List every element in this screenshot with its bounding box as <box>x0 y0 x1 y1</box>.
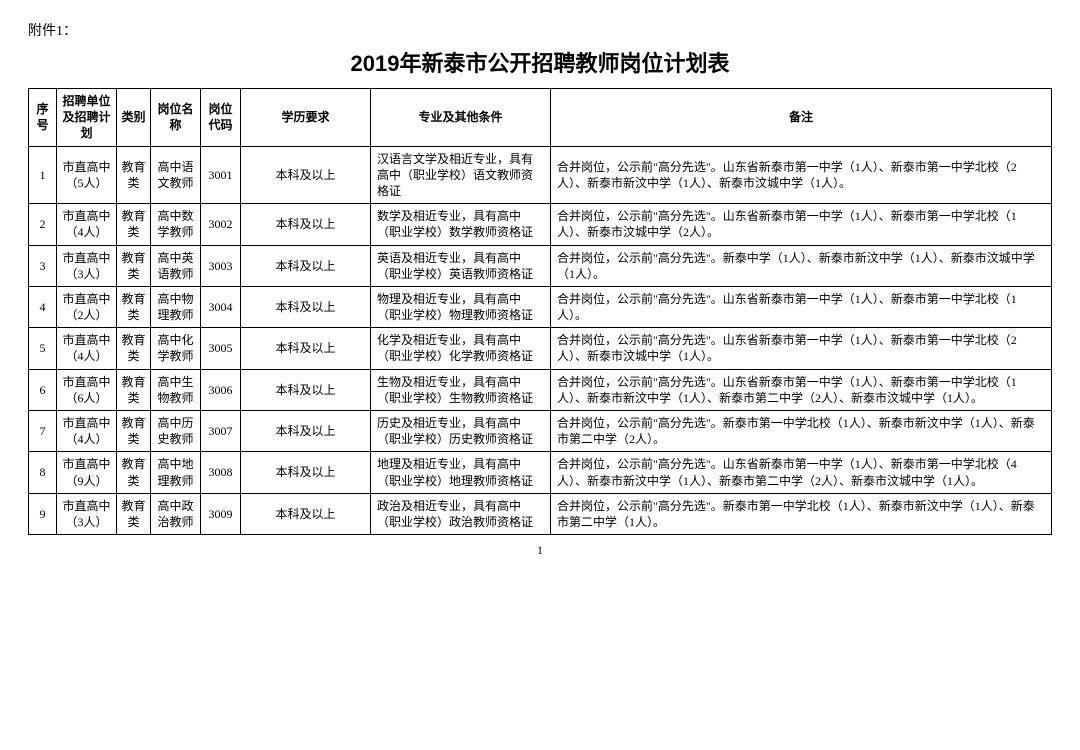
cell-code: 3002 <box>201 204 241 245</box>
cell-code: 3006 <box>201 369 241 410</box>
cell-remark: 合并岗位，公示前"高分先选"。山东省新泰市第一中学（1人）、新泰市第一中学北校（… <box>551 328 1052 369</box>
cell-edu: 本科及以上 <box>241 452 371 493</box>
cell-remark: 合并岗位，公示前"高分先选"。山东省新泰市第一中学（1人）、新泰市第一中学北校（… <box>551 286 1052 327</box>
cell-code: 3005 <box>201 328 241 369</box>
cell-code: 3009 <box>201 493 241 534</box>
cell-edu: 本科及以上 <box>241 369 371 410</box>
page-number: 1 <box>28 543 1052 558</box>
cell-remark: 合并岗位，公示前"高分先选"。山东省新泰市第一中学（1人）、新泰市第一中学北校（… <box>551 452 1052 493</box>
cell-code: 3007 <box>201 411 241 452</box>
col-code: 岗位代码 <box>201 89 241 147</box>
cell-code: 3003 <box>201 245 241 286</box>
table-row: 6市直高中（6人）教育类高中生物教师3006本科及以上生物及相近专业，具有高中（… <box>29 369 1052 410</box>
cell-req: 地理及相近专业，具有高中（职业学校）地理教师资格证 <box>371 452 551 493</box>
cell-no: 3 <box>29 245 57 286</box>
cell-remark: 合并岗位，公示前"高分先选"。新泰市第一中学北校（1人）、新泰市新汶中学（1人）… <box>551 411 1052 452</box>
col-req: 专业及其他条件 <box>371 89 551 147</box>
table-row: 2市直高中（4人）教育类高中数学教师3002本科及以上数学及相近专业，具有高中（… <box>29 204 1052 245</box>
cell-req: 化学及相近专业，具有高中（职业学校）化学教师资格证 <box>371 328 551 369</box>
cell-post: 高中政治教师 <box>151 493 201 534</box>
recruitment-table: 序号 招聘单位及招聘计划 类别 岗位名称 岗位代码 学历要求 专业及其他条件 备… <box>28 88 1052 535</box>
cell-cat: 教育类 <box>117 452 151 493</box>
cell-edu: 本科及以上 <box>241 328 371 369</box>
table-row: 4市直高中（2人）教育类高中物理教师3004本科及以上物理及相近专业，具有高中（… <box>29 286 1052 327</box>
col-category: 类别 <box>117 89 151 147</box>
cell-req: 物理及相近专业，具有高中（职业学校）物理教师资格证 <box>371 286 551 327</box>
cell-cat: 教育类 <box>117 245 151 286</box>
cell-edu: 本科及以上 <box>241 411 371 452</box>
cell-remark: 合并岗位，公示前"高分先选"。新泰市第一中学北校（1人）、新泰市新汶中学（1人）… <box>551 493 1052 534</box>
col-remark: 备注 <box>551 89 1052 147</box>
cell-no: 1 <box>29 146 57 204</box>
cell-post: 高中英语教师 <box>151 245 201 286</box>
table-row: 7市直高中（4人）教育类高中历史教师3007本科及以上历史及相近专业，具有高中（… <box>29 411 1052 452</box>
cell-post: 高中语文教师 <box>151 146 201 204</box>
cell-edu: 本科及以上 <box>241 204 371 245</box>
cell-unit: 市直高中（9人） <box>57 452 117 493</box>
cell-edu: 本科及以上 <box>241 245 371 286</box>
cell-post: 高中生物教师 <box>151 369 201 410</box>
cell-code: 3008 <box>201 452 241 493</box>
cell-no: 2 <box>29 204 57 245</box>
cell-unit: 市直高中（4人） <box>57 411 117 452</box>
cell-no: 5 <box>29 328 57 369</box>
cell-remark: 合并岗位，公示前"高分先选"。山东省新泰市第一中学（1人）、新泰市第一中学北校（… <box>551 146 1052 204</box>
cell-req: 数学及相近专业，具有高中（职业学校）数学教师资格证 <box>371 204 551 245</box>
table-row: 8市直高中（9人）教育类高中地理教师3008本科及以上地理及相近专业，具有高中（… <box>29 452 1052 493</box>
cell-unit: 市直高中（4人） <box>57 328 117 369</box>
cell-unit: 市直高中（4人） <box>57 204 117 245</box>
cell-no: 7 <box>29 411 57 452</box>
cell-cat: 教育类 <box>117 369 151 410</box>
cell-code: 3004 <box>201 286 241 327</box>
cell-req: 英语及相近专业，具有高中（职业学校）英语教师资格证 <box>371 245 551 286</box>
cell-post: 高中历史教师 <box>151 411 201 452</box>
table-row: 5市直高中（4人）教育类高中化学教师3005本科及以上化学及相近专业，具有高中（… <box>29 328 1052 369</box>
table-row: 9市直高中（3人）教育类高中政治教师3009本科及以上政治及相近专业，具有高中（… <box>29 493 1052 534</box>
col-no: 序号 <box>29 89 57 147</box>
cell-req: 生物及相近专业，具有高中（职业学校）生物教师资格证 <box>371 369 551 410</box>
cell-post: 高中物理教师 <box>151 286 201 327</box>
cell-req: 政治及相近专业，具有高中（职业学校）政治教师资格证 <box>371 493 551 534</box>
cell-cat: 教育类 <box>117 146 151 204</box>
cell-no: 8 <box>29 452 57 493</box>
cell-code: 3001 <box>201 146 241 204</box>
cell-req: 历史及相近专业，具有高中（职业学校）历史教师资格证 <box>371 411 551 452</box>
cell-remark: 合并岗位，公示前"高分先选"。山东省新泰市第一中学（1人）、新泰市第一中学北校（… <box>551 204 1052 245</box>
cell-unit: 市直高中（6人） <box>57 369 117 410</box>
col-unit: 招聘单位及招聘计划 <box>57 89 117 147</box>
table-row: 3市直高中（3人）教育类高中英语教师3003本科及以上英语及相近专业，具有高中（… <box>29 245 1052 286</box>
cell-cat: 教育类 <box>117 328 151 369</box>
table-row: 1市直高中（5人）教育类高中语文教师3001本科及以上汉语言文学及相近专业，具有… <box>29 146 1052 204</box>
cell-edu: 本科及以上 <box>241 493 371 534</box>
cell-unit: 市直高中（5人） <box>57 146 117 204</box>
cell-edu: 本科及以上 <box>241 146 371 204</box>
attachment-label: 附件1： <box>28 20 1052 40</box>
cell-no: 4 <box>29 286 57 327</box>
cell-cat: 教育类 <box>117 411 151 452</box>
cell-no: 6 <box>29 369 57 410</box>
cell-req: 汉语言文学及相近专业，具有高中（职业学校）语文教师资格证 <box>371 146 551 204</box>
col-edu: 学历要求 <box>241 89 371 147</box>
cell-post: 高中数学教师 <box>151 204 201 245</box>
cell-no: 9 <box>29 493 57 534</box>
cell-remark: 合并岗位，公示前"高分先选"。山东省新泰市第一中学（1人）、新泰市第一中学北校（… <box>551 369 1052 410</box>
cell-edu: 本科及以上 <box>241 286 371 327</box>
cell-unit: 市直高中（2人） <box>57 286 117 327</box>
cell-cat: 教育类 <box>117 493 151 534</box>
col-post: 岗位名称 <box>151 89 201 147</box>
page-title: 2019年新泰市公开招聘教师岗位计划表 <box>28 46 1052 78</box>
cell-remark: 合并岗位，公示前"高分先选"。新泰中学（1人）、新泰市新汶中学（1人）、新泰市汶… <box>551 245 1052 286</box>
cell-post: 高中地理教师 <box>151 452 201 493</box>
table-header-row: 序号 招聘单位及招聘计划 类别 岗位名称 岗位代码 学历要求 专业及其他条件 备… <box>29 89 1052 147</box>
cell-unit: 市直高中（3人） <box>57 493 117 534</box>
cell-post: 高中化学教师 <box>151 328 201 369</box>
cell-cat: 教育类 <box>117 286 151 327</box>
cell-cat: 教育类 <box>117 204 151 245</box>
cell-unit: 市直高中（3人） <box>57 245 117 286</box>
